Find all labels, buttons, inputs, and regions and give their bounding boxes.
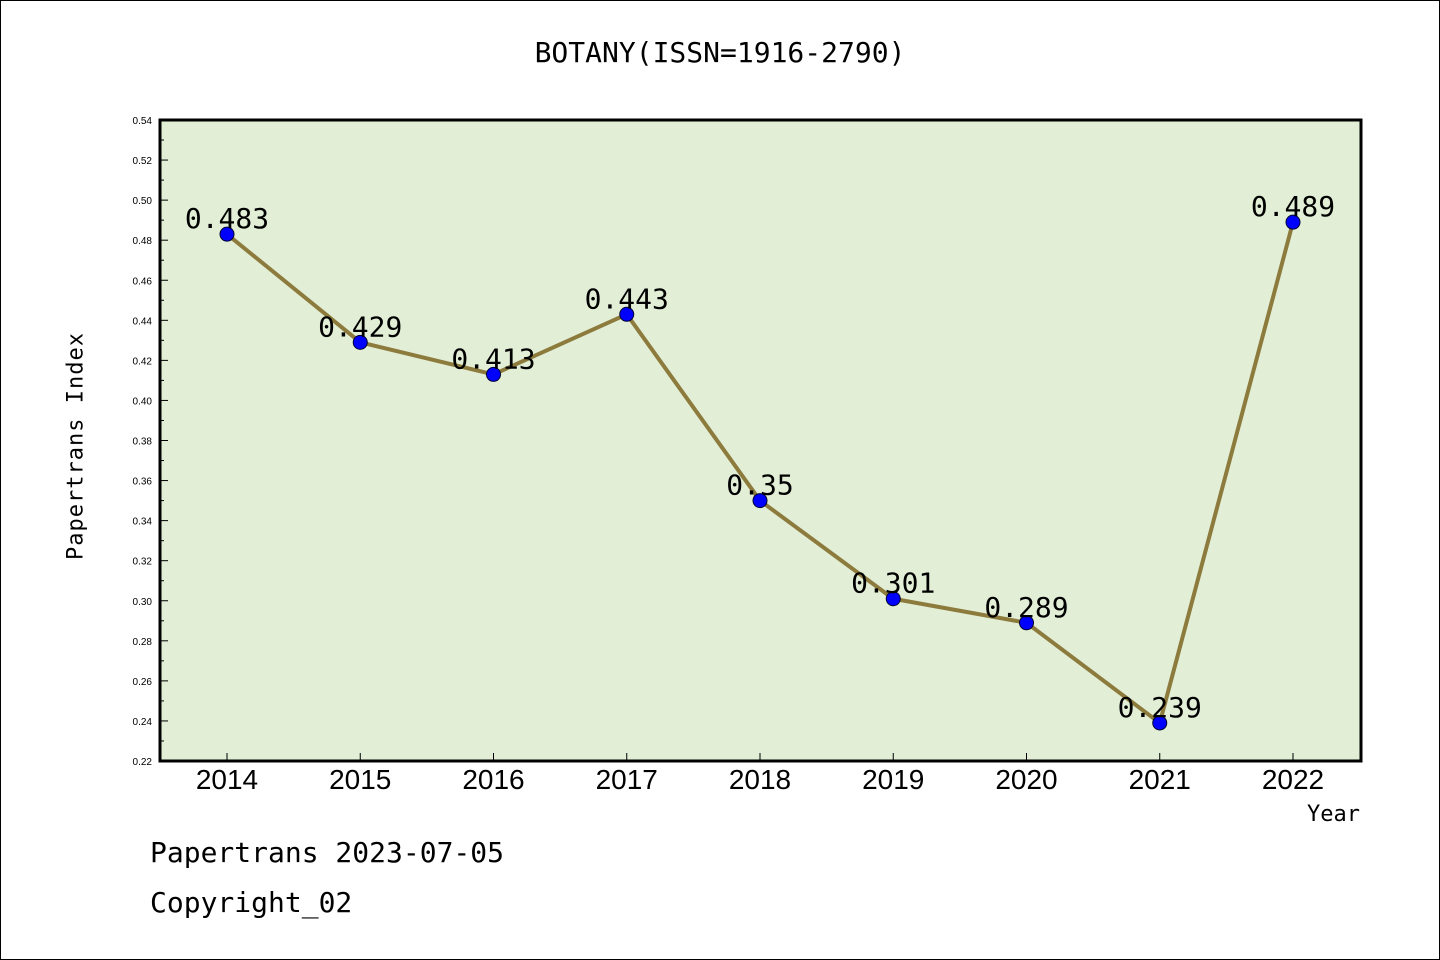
y-tick-label: 0.26: [133, 677, 153, 688]
y-tick-label: 0.46: [133, 276, 153, 287]
data-label: 0.429: [318, 310, 402, 343]
data-label: 0.35: [726, 469, 793, 502]
plot-border: [158, 118, 1363, 763]
data-label: 0.239: [1118, 691, 1202, 724]
data-point-marker: [486, 366, 501, 382]
data-label: 0.289: [984, 591, 1068, 624]
data-label: 0.301: [851, 567, 935, 600]
y-tick-label: 0.44: [133, 316, 153, 327]
data-label: 0.489: [1251, 190, 1335, 223]
footer-date: Papertrans 2023-07-05: [150, 836, 505, 869]
y-tick-label: 0.40: [133, 396, 153, 407]
y-tick-label: 0.48: [133, 236, 153, 247]
footer-copyright: Copyright_02: [150, 886, 353, 919]
data-point-marker: [1152, 715, 1168, 731]
x-tick-label: 2016: [462, 764, 524, 795]
x-tick-label: 2015: [329, 764, 391, 795]
x-tick-label: 2022: [1262, 764, 1324, 795]
y-tick-label: 0.32: [133, 557, 153, 568]
chart-title: BOTANY(ISSN=1916-2790): [534, 36, 906, 69]
plot-area: [160, 120, 1361, 761]
x-tick-label: 2020: [995, 764, 1057, 795]
data-label: 0.483: [185, 202, 269, 235]
y-tick-label: 0.24: [133, 717, 153, 728]
y-tick-label: 0.42: [133, 356, 153, 367]
y-tick-label: 0.38: [133, 437, 153, 448]
x-tick-label: 2018: [729, 764, 791, 795]
data-point-marker: [752, 493, 768, 509]
data-point-marker: [619, 306, 635, 322]
data-point-marker: [885, 591, 901, 607]
y-tick-label: 0.50: [133, 196, 153, 207]
x-tick-label: 2021: [1129, 764, 1191, 795]
x-tick-label: 2014: [196, 764, 258, 795]
data-point-marker: [1019, 615, 1034, 631]
x-tick-label: 2019: [862, 764, 924, 795]
y-tick-label: 0.30: [133, 597, 153, 608]
y-tick-label: 0.22: [133, 757, 153, 768]
y-tick-label: 0.34: [133, 517, 153, 528]
y-tick-label: 0.54: [133, 116, 153, 127]
y-tick-label: 0.28: [133, 637, 153, 648]
y-tick-label: 0.36: [133, 477, 153, 488]
data-point-marker: [1285, 214, 1301, 230]
y-tick-label: 0.52: [133, 156, 153, 167]
data-label: 0.413: [451, 342, 535, 375]
data-point-marker: [352, 334, 368, 350]
data-point-marker: [219, 226, 235, 242]
x-tick-label: 2017: [596, 764, 658, 795]
data-label: 0.443: [585, 282, 669, 315]
x-axis-label: Year: [1307, 802, 1360, 827]
